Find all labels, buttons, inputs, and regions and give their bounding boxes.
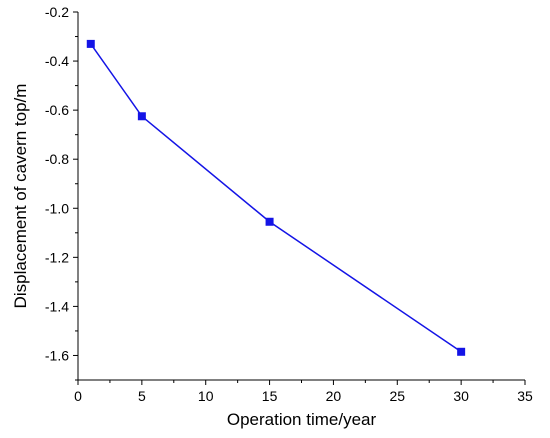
x-tick-label: 20 <box>326 388 342 404</box>
data-point <box>137 112 146 121</box>
y-tick-label: -1.0 <box>45 200 69 216</box>
data-point <box>86 39 95 48</box>
x-tick-label: 0 <box>74 388 82 404</box>
y-tick-label: -0.2 <box>45 4 69 20</box>
series-line <box>90 43 462 353</box>
y-tick-label: -0.4 <box>45 53 69 69</box>
x-tick-label: 35 <box>517 388 533 404</box>
x-tick-label: 25 <box>389 388 405 404</box>
x-tick-label: 30 <box>453 388 469 404</box>
x-tick-label: 15 <box>262 388 278 404</box>
y-tick-label: -1.2 <box>45 249 69 265</box>
x-axis-label: Operation time/year <box>227 410 377 429</box>
x-tick-label: 5 <box>138 388 146 404</box>
axes: 0 5 10 15 20 25 30 35 -1.6 -1.4 -1.2 -1.0 -0.8 -0.6 -0… <box>45 4 533 404</box>
data-point <box>265 217 274 226</box>
data-point <box>457 347 466 356</box>
y-tick-label: -0.8 <box>45 151 69 167</box>
x-tick-label: 10 <box>198 388 214 404</box>
y-tick-label: -1.4 <box>45 298 69 314</box>
series-layer <box>86 39 466 356</box>
y-axis-label: Displacement of cavern top/m <box>11 84 30 309</box>
y-tick-label: -0.6 <box>45 102 69 118</box>
y-tick-label: -1.6 <box>45 347 69 363</box>
